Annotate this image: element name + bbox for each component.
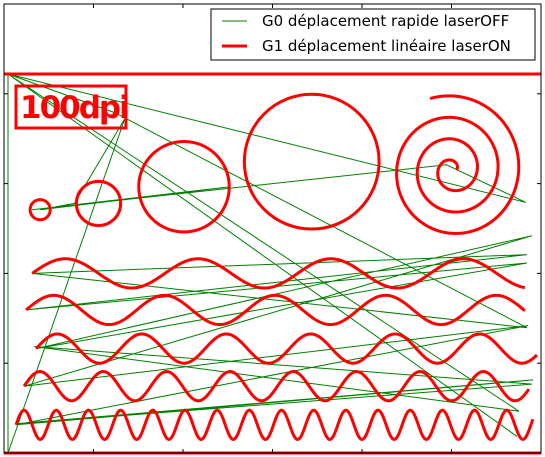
- g1-laser-paths: [14, 92, 539, 441]
- axis-ticks: [4, 4, 541, 453]
- g1-wave-1: [31, 257, 526, 290]
- stamp-box: [14, 84, 128, 130]
- g1-circle-4: [242, 92, 381, 231]
- g1-wave-3: [35, 332, 539, 365]
- dpi-stamp: 100dpi: [14, 84, 130, 130]
- g1-wave-5: [14, 408, 535, 441]
- stamp-label: 100dpi: [20, 90, 128, 126]
- legend-label-g1: G1 déplacement linéaire laserON: [262, 37, 511, 55]
- legend: G0 déplacement rapide laserOFF G1 déplac…: [210, 8, 536, 61]
- g1-circle-1: [28, 198, 52, 222]
- g1-circle-3: [137, 139, 231, 234]
- g1-spiral: [395, 94, 521, 235]
- legend-label-g0: G0 déplacement rapide laserOFF: [262, 12, 509, 30]
- g1-circle-2: [74, 179, 123, 228]
- g1-wave-2: [25, 293, 526, 327]
- g1-wave-4: [22, 370, 531, 403]
- legend-box: [210, 8, 536, 61]
